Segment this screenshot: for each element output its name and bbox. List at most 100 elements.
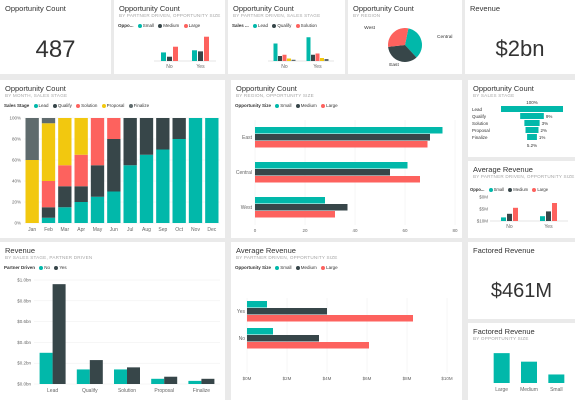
bar	[201, 378, 215, 384]
chart-legend: Partner Driven No Yes	[4, 265, 67, 271]
pie-chart: Central East West	[364, 25, 452, 68]
legend-item: No	[44, 265, 51, 270]
value-label: 1%	[539, 135, 546, 140]
chart-legend: Oppo... Small Medium Large	[118, 23, 200, 29]
clustered-bar-chart: No Yes	[154, 36, 216, 70]
legend-item: Large	[537, 187, 549, 192]
tile-subtitle: BY PARTNER DRIVEN, SALES STAGE	[233, 13, 321, 18]
legend-marker	[321, 265, 326, 270]
chart-legend: Opportunity Size Small Medium Large	[235, 265, 338, 271]
y-tick-label: 0%	[14, 221, 21, 226]
tile-title: Opportunity Count	[236, 84, 297, 93]
bar	[521, 361, 537, 383]
legend-item: Small	[280, 265, 292, 270]
x-tick-label: 40	[352, 228, 358, 233]
bar-segment	[41, 118, 56, 124]
tile-count-by-region-size[interactable]: Opportunity Count BY REGION, OPPORTUNITY…	[231, 80, 462, 238]
tile-title: Opportunity Count	[5, 4, 66, 13]
tile-title: Opportunity Count	[119, 4, 180, 13]
card-value: 487	[35, 36, 76, 63]
funnel-chart: 100% Lead Qualify 9% Solution 3% Proposal 2% Fin…	[472, 100, 563, 148]
bar	[114, 369, 127, 384]
x-tick-label: Yes	[313, 64, 322, 70]
x-tick-label: Aug	[142, 227, 151, 233]
bar	[255, 127, 443, 134]
tile-count-by-partner-stage[interactable]: Opportunity Count BY PARTNER DRIVEN, SAL…	[228, 0, 345, 74]
value-label: 5.2%	[527, 143, 537, 148]
x-tick-label: Qualify	[82, 388, 98, 394]
clustered-bar-chart: $0.0bn $0.2bn $0.4bn $0.6bn $0.8bn $1.0bn Lead…	[17, 278, 220, 394]
bar-segment	[58, 207, 72, 223]
bar	[311, 54, 315, 61]
y-tick-label: 60%	[12, 158, 21, 163]
y-tick-label: $5M	[479, 207, 488, 212]
tile-count-by-partner-size[interactable]: Opportunity Count BY PARTNER DRIVEN, OPP…	[114, 0, 225, 74]
bar	[127, 367, 140, 384]
y-tick-label: Yes	[237, 309, 246, 315]
slice-label: West	[364, 25, 376, 31]
y-tick-label: $0M	[479, 195, 488, 200]
y-tick-label: $0.2bn	[17, 361, 31, 366]
legend-item: Yes	[59, 265, 67, 270]
bar-segment	[74, 186, 88, 202]
bar-segment	[74, 202, 88, 223]
tile-average-revenue-large[interactable]: Average Revenue BY PARTNER DRIVEN, OPPOR…	[231, 242, 462, 400]
bar-segment	[90, 165, 105, 197]
bar	[255, 211, 335, 218]
bar-segment	[156, 118, 170, 150]
tile-count-by-month-stage[interactable]: Opportunity Count BY MONTH, SALES STAGE …	[0, 80, 225, 238]
tile-title: Average Revenue	[473, 165, 533, 174]
tile-subtitle: BY PARTNER DRIVEN, OPPORTUNITY SIZE	[119, 13, 221, 18]
funnel-bar	[520, 113, 544, 119]
legend-title: Oppo...	[118, 23, 134, 28]
bar	[540, 216, 545, 221]
bar	[255, 134, 430, 141]
bar	[493, 353, 510, 383]
tile-count-by-sales-stage[interactable]: Opportunity Count BY SALES STAGE 100% Lea…	[468, 80, 575, 157]
bar-segment	[107, 118, 121, 139]
legend-item: Lead	[38, 103, 49, 108]
tile-average-revenue-small[interactable]: Average Revenue BY PARTNER DRIVEN, OPPOR…	[468, 161, 575, 238]
tile-factored-revenue-by-size[interactable]: Factored Revenue BY OPPORTUNITY SIZE Lar…	[468, 323, 575, 400]
y-tick-label: East	[242, 135, 253, 141]
legend-marker	[39, 265, 44, 270]
y-tick-label: 100%	[9, 116, 21, 121]
tile-revenue-by-stage-partner[interactable]: Revenue BY SALES STAGE, PARTNER DRIVEN P…	[0, 242, 225, 400]
x-tick-label: Finalize	[193, 388, 210, 394]
tile-count-by-region[interactable]: Opportunity Count BY REGION Central East W…	[348, 0, 462, 74]
bar-segment	[25, 160, 39, 223]
bar	[548, 374, 565, 383]
tile-revenue-card[interactable]: Revenue $2bn	[465, 0, 575, 74]
x-tick-label: Apr	[77, 227, 85, 233]
y-tick-label: $10M	[477, 219, 489, 224]
bar-segment	[58, 186, 72, 208]
x-tick-label: Jan	[28, 227, 36, 233]
legend-marker	[101, 103, 106, 108]
legend-marker	[76, 103, 81, 108]
tile-factored-revenue-card[interactable]: Factored Revenue $461M	[468, 242, 575, 319]
tile-opportunity-count-card[interactable]: Opportunity Count 487	[0, 0, 111, 74]
bar-segment	[172, 118, 186, 139]
bar-segment	[123, 118, 137, 166]
legend-marker	[275, 103, 280, 108]
tile-title: Average Revenue	[236, 246, 296, 255]
legend-item: Medium	[513, 187, 529, 192]
bar	[255, 176, 420, 183]
bar	[198, 51, 203, 61]
pie-slice	[388, 28, 409, 47]
chart-legend: Sales Stage Lead Qualify Solution Propos…	[4, 103, 149, 109]
funnel-bar	[525, 127, 539, 133]
legend-marker	[253, 23, 258, 28]
bar-segment	[74, 118, 88, 155]
x-tick-label: May	[93, 227, 103, 233]
x-tick-label: Nov	[191, 227, 200, 233]
x-tick-label: Oct	[175, 227, 183, 233]
value-label: 100%	[526, 100, 538, 105]
legend-marker	[158, 23, 163, 28]
tile-title: Opportunity Count	[233, 4, 294, 13]
tile-subtitle: BY SALES STAGE	[473, 93, 515, 98]
stacked-100-bar-chart: 0% 20% 40% 60% 80% 100% Jan Feb Mar Apr May Jun Jul A…	[9, 116, 220, 233]
bar-segment	[123, 165, 137, 223]
tile-title: Revenue	[470, 4, 501, 13]
legend-marker	[508, 187, 513, 192]
